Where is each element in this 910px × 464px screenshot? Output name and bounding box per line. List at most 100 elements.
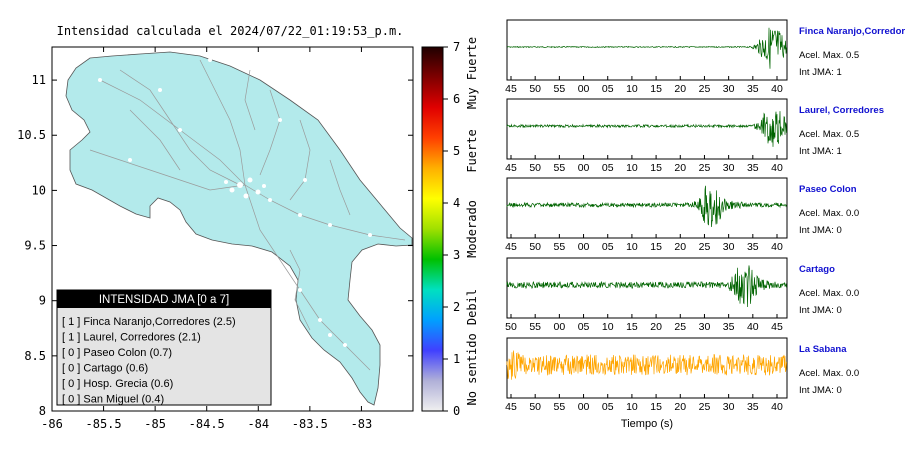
legend-item: [ 1 ] Laurel, Corredores (2.1): [62, 332, 201, 344]
map-x-ticks: -86 -85.5 -85 -84.5 -84 -83.5 -83: [41, 47, 372, 431]
waveform-x-tick-label: 40: [771, 241, 783, 253]
waveform-panel: 45 50 55 00 05 10 15 20 25 30 35 40 Finca Naranjo,Co…: [505, 19, 905, 95]
legend-items: [ 1 ] Finca Naranjo,Corredores (2.5) [ 1 …: [62, 316, 236, 406]
legend-title: INTENSIDAD JMA [0 a 7]: [99, 294, 229, 306]
colorbar-category-label: Fuerte: [465, 129, 479, 172]
station-name: Cartago: [799, 264, 835, 275]
colorbar-tick-label: 0: [453, 404, 460, 418]
waveform-x-tick-label: 05: [602, 401, 614, 413]
waveform-frame: [506, 257, 788, 319]
station-max-acceleration: Acel. Max. 0.5: [799, 50, 859, 61]
waveform-x-tick-label: 50: [529, 241, 541, 253]
waveform-trace: [506, 185, 787, 228]
waveform-x-tick-label: 00: [554, 321, 566, 333]
waveform-x-tick-label: 00: [578, 162, 590, 174]
waveform-panel: 45 50 55 00 05 10 15 20 25 30 35 40 Paseo Colon Acel.…: [505, 177, 859, 253]
waveform-x-tick-label: 15: [626, 321, 638, 333]
time-axis-label: Tiempo (s): [621, 418, 673, 430]
waveform-x-tick-label: 45: [505, 401, 517, 413]
waveform-x-tick-label: 45: [771, 321, 783, 333]
map-y-tick-label: 8: [39, 404, 46, 418]
waveform-x-tick-label: 50: [505, 321, 517, 333]
waveform-x-tick-label: 55: [554, 162, 566, 174]
map-y-tick-label: 9.5: [24, 239, 46, 253]
station-jma-intensity: Int JMA: 1: [799, 146, 842, 157]
costa-rica-landmass: [65, 51, 413, 406]
map-y-tick-label: 9: [39, 294, 46, 308]
waveform-x-tick-label: 15: [650, 401, 662, 413]
colorbar-tick-label: 3: [453, 248, 460, 262]
map-y-ticks: 11 10.5 10 9.5 9 8.5 8: [17, 73, 413, 418]
legend-item: [ 1 ] Finca Naranjo,Corredores (2.5): [62, 316, 236, 328]
waveform-x-tick-label: 15: [650, 83, 662, 95]
waveform-x-tick-label: 40: [771, 83, 783, 95]
station-jma-intensity: Int JMA: 1: [799, 67, 842, 78]
colorbar-tick-label: 1: [453, 352, 460, 366]
colorbar-tick-label: 4: [453, 196, 460, 210]
waveform-x-tick-label: 05: [602, 241, 614, 253]
colorbar-tick-label: 2: [453, 300, 460, 314]
station-max-acceleration: Acel. Max. 0.0: [799, 208, 859, 219]
waveform-x-tick-label: 50: [529, 401, 541, 413]
waveform-x-tick-label: 00: [578, 241, 590, 253]
waveform-x-tick-label: 30: [723, 241, 735, 253]
waveform-x-tick-label: 55: [529, 321, 541, 333]
colorbar-tick-label: 6: [453, 92, 460, 106]
waveform-x-tick-label: 35: [747, 241, 759, 253]
waveform-x-tick-label: 25: [699, 241, 711, 253]
station-max-acceleration: Acel. Max. 0.0: [799, 288, 859, 299]
map-x-tick-label: -84: [247, 417, 269, 431]
waveform-x-tick-label: 20: [674, 401, 686, 413]
legend-item: [ 0 ] Hosp. Grecia (0.6): [62, 378, 173, 390]
waveform-x-tick-label: 25: [699, 83, 711, 95]
waveform-x-tick-label: 45: [505, 241, 517, 253]
waveform-x-tick-label: 40: [747, 321, 759, 333]
colorbar-tick-label: 7: [453, 40, 460, 54]
waveform-trace: [506, 27, 787, 69]
waveform-x-tick-label: 25: [674, 321, 686, 333]
map-x-tick-label: -83: [351, 417, 373, 431]
station-jma-intensity: Int JMA: 0: [799, 385, 842, 396]
colorbar-category-label: Moderado: [465, 200, 479, 258]
map-y-tick-label: 10: [32, 183, 46, 197]
waveform-panel: 45 50 55 00 05 10 15 20 25 30 35 40 La Sabana Acel. M…: [505, 337, 859, 413]
map-panel: -86 -85.5 -85 -84.5 -84 -83.5 -83 11 10.5 10 9.5 9…: [17, 46, 414, 431]
colorbar-labels: No sentido Debil Moderado Fuerte Muy Fuerte: [465, 37, 479, 406]
waveform-panels: 45 50 55 00 05 10 15 20 25 30 35 40 Finca Naranjo,Co…: [505, 19, 905, 413]
station-name: Finca Naranjo,Corredor: [799, 26, 905, 37]
map-y-tick-label: 8.5: [24, 349, 46, 363]
waveform-x-tick-label: 00: [578, 401, 590, 413]
station-jma-intensity: Int JMA: 0: [799, 305, 842, 316]
legend-header: [57, 290, 271, 308]
waveform-frame: [506, 177, 788, 239]
waveform-x-tick-label: 10: [626, 162, 638, 174]
colorbar-category-label: No sentido: [465, 333, 479, 405]
waveform-x-tick-label: 30: [699, 321, 711, 333]
waveform-x-tick-label: 55: [554, 241, 566, 253]
waveform-x-tick-label: 30: [723, 83, 735, 95]
map-x-tick-label: -86: [41, 417, 63, 431]
legend-item: [ 0 ] Paseo Colon (0.7): [62, 347, 172, 359]
waveform-x-tick-label: 35: [747, 401, 759, 413]
colorbar-ticks: 0 1 2 3 4 5 6 7: [443, 40, 460, 418]
station-jma-intensity: Int JMA: 0: [799, 225, 842, 236]
colorbar-scale: [421, 46, 444, 412]
waveform-x-tick-label: 10: [626, 401, 638, 413]
map-x-tick-label: -85: [144, 417, 166, 431]
intensity-legend: INTENSIDAD JMA [0 a 7] [ 1 ] Finca Naran…: [56, 289, 272, 406]
waveform-x-tick-label: 30: [723, 162, 735, 174]
station-max-acceleration: Acel. Max. 0.5: [799, 129, 859, 140]
map-x-tick-label: -83.5: [292, 417, 328, 431]
waveform-x-tick-label: 05: [578, 321, 590, 333]
waveform-trace: [506, 350, 787, 380]
waveform-x-tick-label: 15: [650, 241, 662, 253]
waveform-x-tick-label: 40: [771, 401, 783, 413]
waveform-x-tick-label: 35: [723, 321, 735, 333]
waveform-x-tick-label: 50: [529, 83, 541, 95]
waveform-x-tick-label: 30: [723, 401, 735, 413]
waveform-x-tick-label: 00: [578, 83, 590, 95]
map-x-tick-label: -84.5: [189, 417, 225, 431]
waveform-x-tick-label: 10: [626, 83, 638, 95]
colorbar-category-label: Muy Fuerte: [465, 37, 479, 109]
